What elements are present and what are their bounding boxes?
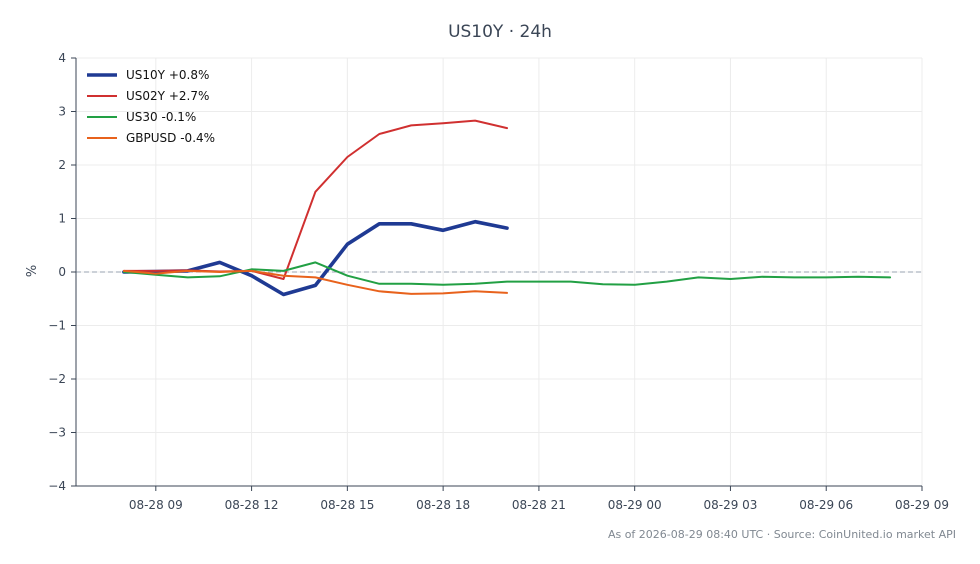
x-tick-label: 08-29 09 xyxy=(895,498,949,512)
series-line-us10y xyxy=(122,219,509,297)
x-tick-label: 08-28 21 xyxy=(512,498,566,512)
legend: US10Y +0.8% US02Y +2.7% US30 -0.1% GBPUSD -… xyxy=(87,68,215,145)
legend-label: GBPUSD -0.4% xyxy=(126,131,215,145)
legend-label: US02Y +2.7% xyxy=(126,89,209,103)
series-line-us30 xyxy=(122,261,892,286)
x-tick-label: 08-29 03 xyxy=(703,498,757,512)
legend-label: US10Y +0.8% xyxy=(126,68,209,82)
y-tick-label: −3 xyxy=(48,426,66,440)
series-lines xyxy=(122,119,892,297)
x-tick-label: 08-29 00 xyxy=(608,498,662,512)
x-tick-label: 08-28 15 xyxy=(320,498,374,512)
y-tick-label: −2 xyxy=(48,372,66,386)
y-tick-label: 4 xyxy=(58,51,66,65)
y-tick-label: −4 xyxy=(48,479,66,493)
x-tick-label: 08-28 18 xyxy=(416,498,470,512)
x-tick-label: 08-28 09 xyxy=(129,498,183,512)
series-line-gbpusd xyxy=(122,269,508,295)
source-footer: As of 2026-08-29 08:40 UTC · Source: Coi… xyxy=(608,528,956,541)
y-axis-ticks: 4 3 2 1 0 −1 −2 −3 −4 xyxy=(48,51,76,493)
y-tick-label: 0 xyxy=(58,265,66,279)
x-tick-label: 08-28 12 xyxy=(225,498,279,512)
x-tick-label: 08-29 06 xyxy=(799,498,853,512)
y-tick-label: 2 xyxy=(58,158,66,172)
legend-label: US30 -0.1% xyxy=(126,110,196,124)
y-tick-label: 1 xyxy=(58,212,66,226)
y-tick-label: −1 xyxy=(48,319,66,333)
x-axis-ticks: 08-28 09 08-28 12 08-28 15 08-28 18 08-28 21… xyxy=(129,486,949,512)
y-tick-label: 3 xyxy=(58,105,66,119)
y-axis-label: % xyxy=(25,265,40,277)
chart-title: US10Y · 24h xyxy=(448,22,552,42)
gridlines xyxy=(76,57,923,487)
